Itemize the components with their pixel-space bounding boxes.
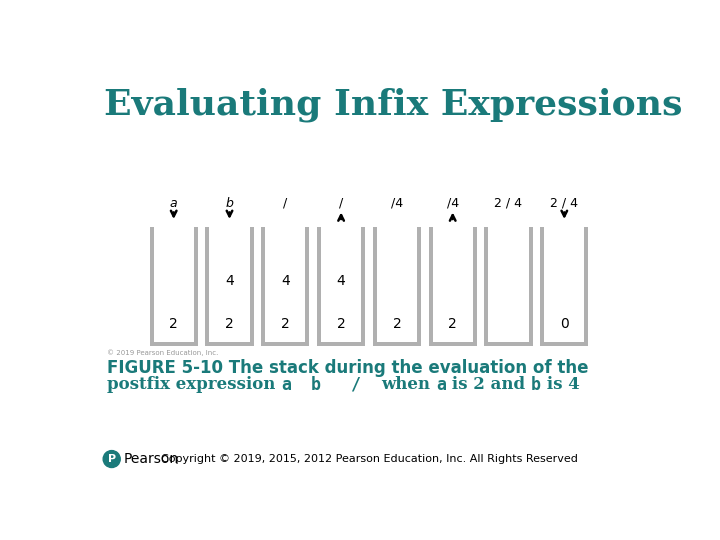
Bar (540, 226, 544, 346)
Bar (150, 226, 153, 346)
Bar (153, 226, 194, 342)
Text: 2: 2 (225, 316, 234, 330)
Bar (261, 342, 310, 346)
Text: /: / (321, 376, 381, 394)
Text: a: a (436, 376, 446, 394)
Text: Evaluating Infix Expressions: Evaluating Infix Expressions (104, 88, 683, 123)
Text: Pearson: Pearson (124, 452, 179, 466)
Bar (373, 342, 421, 346)
Bar (473, 226, 477, 346)
Text: postfix expression: postfix expression (107, 376, 282, 393)
Bar (250, 226, 253, 346)
Bar (205, 226, 210, 346)
Bar (544, 226, 585, 342)
Text: /4: /4 (446, 197, 459, 210)
Text: a: a (282, 376, 291, 394)
Bar (261, 226, 265, 346)
Bar (361, 226, 365, 346)
Bar (433, 226, 473, 342)
Text: 2: 2 (169, 316, 178, 330)
Text: 2: 2 (337, 316, 346, 330)
Text: 4: 4 (337, 274, 346, 288)
Text: /: / (339, 197, 343, 210)
Bar (317, 226, 321, 346)
Bar (305, 226, 310, 346)
Bar (540, 342, 588, 346)
Circle shape (103, 450, 120, 468)
Text: a: a (170, 197, 178, 210)
Bar (417, 226, 421, 346)
Text: P: P (107, 454, 116, 464)
Bar (488, 226, 528, 342)
Bar (205, 342, 253, 346)
Bar (428, 342, 477, 346)
Bar (485, 342, 533, 346)
Bar (317, 342, 365, 346)
Bar (194, 226, 198, 346)
Text: 2: 2 (281, 316, 289, 330)
Text: FIGURE 5-10 The stack during the evaluation of the: FIGURE 5-10 The stack during the evaluat… (107, 359, 588, 377)
Text: b: b (225, 197, 233, 210)
Text: is 4: is 4 (541, 376, 580, 393)
Text: 4: 4 (281, 274, 289, 288)
Text: 2 / 4: 2 / 4 (550, 197, 578, 210)
Bar (210, 226, 250, 342)
Bar (265, 226, 305, 342)
Text: 0: 0 (560, 316, 569, 330)
Text: b: b (311, 376, 321, 394)
Text: Copyright © 2019, 2015, 2012 Pearson Education, Inc. All Rights Reserved: Copyright © 2019, 2015, 2012 Pearson Edu… (161, 454, 577, 464)
Bar (321, 226, 361, 342)
Bar (485, 226, 488, 346)
Text: 2: 2 (449, 316, 457, 330)
Bar (428, 226, 433, 346)
Text: 2 / 4: 2 / 4 (495, 197, 523, 210)
Bar (585, 226, 588, 346)
Text: © 2019 Pearson Education, Inc.: © 2019 Pearson Education, Inc. (107, 350, 218, 356)
Text: when: when (381, 376, 436, 393)
Text: b: b (531, 376, 541, 394)
Text: /4: /4 (391, 197, 403, 210)
Text: is 2 and: is 2 and (446, 376, 531, 393)
Text: 4: 4 (225, 274, 234, 288)
Bar (528, 226, 533, 346)
Text: 2: 2 (392, 316, 401, 330)
Bar (373, 226, 377, 346)
Text: /: / (283, 197, 287, 210)
Bar (150, 342, 198, 346)
Bar (377, 226, 417, 342)
